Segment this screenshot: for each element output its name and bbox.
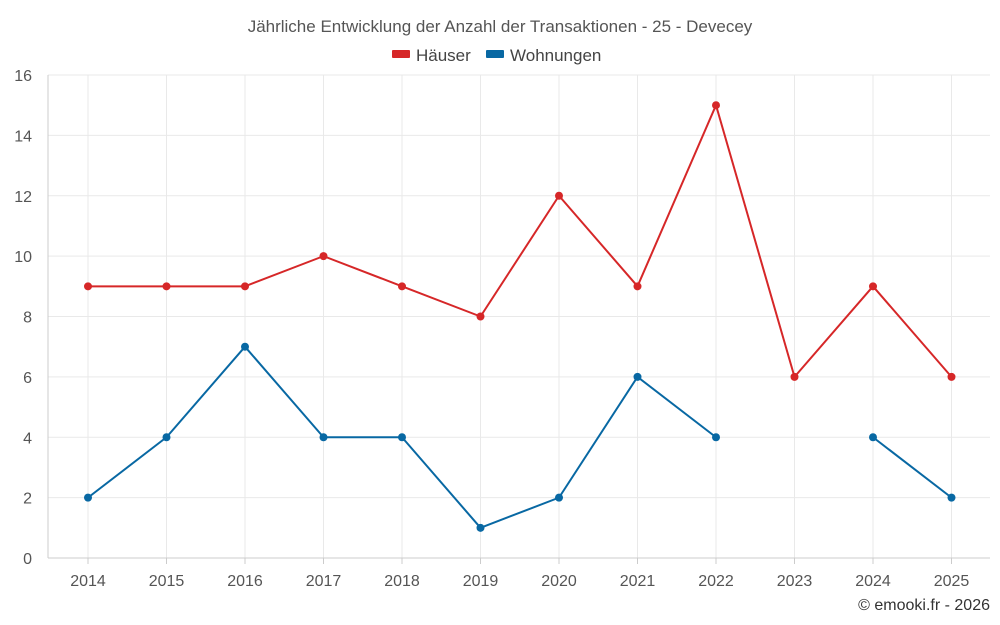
data-point-haeuser-2018[interactable] <box>398 282 406 291</box>
x-tick-label: 2016 <box>227 573 263 590</box>
data-point-wohnungen-2020[interactable] <box>555 493 563 502</box>
x-tick-label: 2023 <box>777 573 813 590</box>
series-line-wohnungen <box>872 436 953 499</box>
data-point-haeuser-2025[interactable] <box>947 372 956 381</box>
data-point-wohnungen-2025[interactable] <box>947 493 956 502</box>
x-tick-label: 2014 <box>70 573 106 590</box>
y-tick-label: 2 <box>23 491 32 508</box>
series-line-haeuser <box>88 104 953 378</box>
x-tick-label: 2025 <box>934 573 970 590</box>
data-point-haeuser-2021[interactable] <box>633 282 642 291</box>
y-tick-label: 0 <box>23 551 32 568</box>
legend: Häuser Wohnungen <box>392 46 601 65</box>
y-tick-label: 14 <box>14 128 32 145</box>
x-tick-label: 2024 <box>855 573 891 590</box>
data-point-haeuser-2019[interactable] <box>476 312 485 321</box>
data-point-haeuser-2023[interactable] <box>790 372 799 381</box>
data-point-wohnungen-2021[interactable] <box>633 372 642 381</box>
data-point-wohnungen-2024[interactable] <box>869 433 877 442</box>
chart-title: Jährliche Entwicklung der Anzahl der Tra… <box>248 17 753 36</box>
data-point-haeuser-2017[interactable] <box>319 252 328 261</box>
series-wohnungen <box>84 342 956 532</box>
data-point-wohnungen-2019[interactable] <box>476 523 485 532</box>
data-point-wohnungen-2015[interactable] <box>162 433 171 442</box>
data-point-wohnungen-2017[interactable] <box>319 433 328 442</box>
data-point-wohnungen-2014[interactable] <box>84 493 92 502</box>
series <box>84 101 956 532</box>
y-tick-label: 4 <box>23 430 32 447</box>
y-axis: 0 2 4 6 8 10 12 14 16 <box>14 68 49 568</box>
x-axis: 2014 2015 2016 2017 2018 2019 2020 2021 2022 2023… <box>48 557 990 590</box>
legend-item-haeuser[interactable]: Häuser <box>392 46 471 65</box>
data-point-haeuser-2016[interactable] <box>241 282 249 291</box>
data-point-haeuser-2024[interactable] <box>869 282 877 291</box>
x-tick-label: 2022 <box>698 573 734 590</box>
legend-item-wohnungen[interactable]: Wohnungen <box>486 46 601 65</box>
x-tick-label: 2018 <box>384 573 420 590</box>
legend-label-haeuser: Häuser <box>416 46 471 65</box>
legend-swatch-wohnungen <box>486 50 504 58</box>
credit-text: © emooki.fr - 2026 <box>858 597 990 614</box>
y-tick-label: 12 <box>14 189 32 206</box>
y-tick-label: 8 <box>23 310 32 327</box>
data-point-haeuser-2020[interactable] <box>555 191 563 200</box>
data-point-wohnungen-2018[interactable] <box>398 433 406 442</box>
legend-label-wohnungen: Wohnungen <box>510 46 601 65</box>
data-point-wohnungen-2016[interactable] <box>241 342 249 351</box>
data-point-haeuser-2014[interactable] <box>84 282 92 291</box>
y-tick-label: 6 <box>23 370 32 387</box>
gridlines <box>48 74 990 558</box>
x-tick-label: 2015 <box>149 573 185 590</box>
legend-swatch-haeuser <box>392 50 410 58</box>
data-point-haeuser-2022[interactable] <box>712 101 720 110</box>
x-tick-label: 2017 <box>306 573 342 590</box>
data-point-wohnungen-2022[interactable] <box>712 433 720 442</box>
series-haeuser <box>84 101 956 381</box>
x-tick-label: 2021 <box>620 573 656 590</box>
x-tick-label: 2020 <box>541 573 577 590</box>
y-tick-label: 16 <box>14 68 32 85</box>
x-tick-label: 2019 <box>463 573 499 590</box>
y-tick-label: 10 <box>14 249 32 266</box>
data-point-haeuser-2015[interactable] <box>162 282 171 291</box>
